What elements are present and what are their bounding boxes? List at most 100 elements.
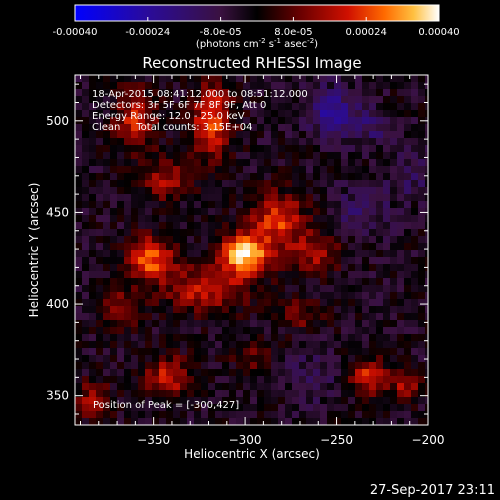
heatmap-cell	[145, 285, 153, 293]
heatmap-cell	[159, 138, 167, 146]
heatmap-cell	[369, 82, 377, 90]
heatmap-cell	[411, 152, 419, 160]
heatmap-cell	[250, 229, 258, 237]
heatmap-cell	[236, 110, 244, 118]
heatmap-cell	[334, 355, 342, 363]
heatmap-cell	[397, 397, 405, 405]
heatmap-cell	[222, 257, 230, 265]
heatmap-cell	[208, 159, 216, 167]
heatmap-cell	[236, 89, 244, 97]
heatmap-cell	[215, 376, 223, 384]
heatmap-cell	[180, 334, 188, 342]
heatmap-cell	[390, 299, 398, 307]
heatmap-cell	[131, 376, 139, 384]
heatmap-cell	[341, 131, 349, 139]
heatmap-cell	[369, 257, 377, 265]
heatmap-cell	[166, 82, 174, 90]
y-tick-label: 450	[46, 205, 69, 219]
heatmap-cell	[201, 145, 209, 153]
heatmap-cell	[166, 397, 174, 405]
heatmap-cell	[306, 124, 314, 132]
heatmap-cell	[124, 201, 132, 209]
heatmap-cell	[376, 327, 384, 335]
heatmap-cell	[334, 397, 342, 405]
heatmap-cell	[348, 390, 356, 398]
heatmap-cell	[117, 152, 125, 160]
heatmap-cell	[327, 334, 335, 342]
heatmap-cell	[187, 369, 195, 377]
heatmap-cell	[313, 131, 321, 139]
heatmap-cell	[152, 201, 160, 209]
heatmap-cell	[250, 369, 258, 377]
heatmap-cell	[397, 180, 405, 188]
heatmap-cell	[278, 187, 286, 195]
heatmap-cell	[75, 404, 83, 412]
heatmap-cell	[278, 362, 286, 370]
heatmap-cell	[292, 117, 300, 125]
heatmap-cell	[383, 404, 391, 412]
heatmap-cell	[124, 166, 132, 174]
heatmap-cell	[187, 278, 195, 286]
heatmap-cell	[75, 418, 83, 425]
heatmap-cell	[292, 131, 300, 139]
heatmap-cell	[390, 418, 398, 425]
heatmap-cell	[376, 418, 384, 425]
heatmap-cell	[208, 320, 216, 328]
heatmap-cell	[369, 131, 377, 139]
heatmap-cell	[285, 376, 293, 384]
heatmap-cell	[341, 243, 349, 251]
heatmap-cell	[390, 355, 398, 363]
heatmap-cell	[194, 257, 202, 265]
heatmap-cell	[215, 362, 223, 370]
heatmap-cell	[145, 166, 153, 174]
heatmap-cell	[418, 166, 426, 174]
heatmap-cell	[327, 89, 335, 97]
heatmap-cell	[320, 327, 328, 335]
heatmap-cell	[173, 243, 181, 251]
heatmap-cell	[208, 418, 216, 425]
heatmap-cell	[341, 376, 349, 384]
heatmap-cell	[89, 145, 97, 153]
heatmap-cell	[173, 341, 181, 349]
heatmap-cell	[96, 341, 104, 349]
heatmap-cell	[264, 257, 272, 265]
heatmap-cell	[138, 320, 146, 328]
heatmap-cell	[201, 138, 209, 146]
heatmap-cell	[320, 348, 328, 356]
heatmap-cell	[397, 306, 405, 314]
heatmap-cell	[138, 138, 146, 146]
heatmap-cell	[187, 173, 195, 181]
heatmap-cell	[229, 376, 237, 384]
heatmap-cell	[96, 201, 104, 209]
heatmap-cell	[229, 313, 237, 321]
heatmap-cell	[397, 82, 405, 90]
heatmap-cell	[376, 110, 384, 118]
heatmap-cell	[152, 75, 160, 83]
heatmap-cell	[327, 397, 335, 405]
heatmap-cell	[187, 222, 195, 230]
heatmap-cell	[159, 327, 167, 335]
heatmap-cell	[82, 257, 90, 265]
heatmap-cell	[313, 306, 321, 314]
heatmap-cell	[215, 292, 223, 300]
heatmap-cell	[299, 341, 307, 349]
heatmap-cell	[285, 138, 293, 146]
heatmap-cell	[292, 362, 300, 370]
heatmap-cell	[411, 236, 419, 244]
heatmap-cell	[271, 278, 279, 286]
heatmap-cell	[180, 383, 188, 391]
heatmap-cell	[306, 166, 314, 174]
heatmap-cell	[229, 355, 237, 363]
heatmap-cell	[271, 236, 279, 244]
heatmap-cell	[75, 96, 83, 104]
heatmap-cell	[334, 285, 342, 293]
heatmap-cell	[278, 327, 286, 335]
heatmap-cell	[313, 278, 321, 286]
heatmap-cell	[159, 229, 167, 237]
heatmap-cell	[222, 96, 230, 104]
heatmap-cell	[271, 243, 279, 251]
heatmap-cell	[362, 180, 370, 188]
heatmap-cell	[411, 201, 419, 209]
heatmap-cell	[187, 229, 195, 237]
heatmap-cell	[250, 404, 258, 412]
